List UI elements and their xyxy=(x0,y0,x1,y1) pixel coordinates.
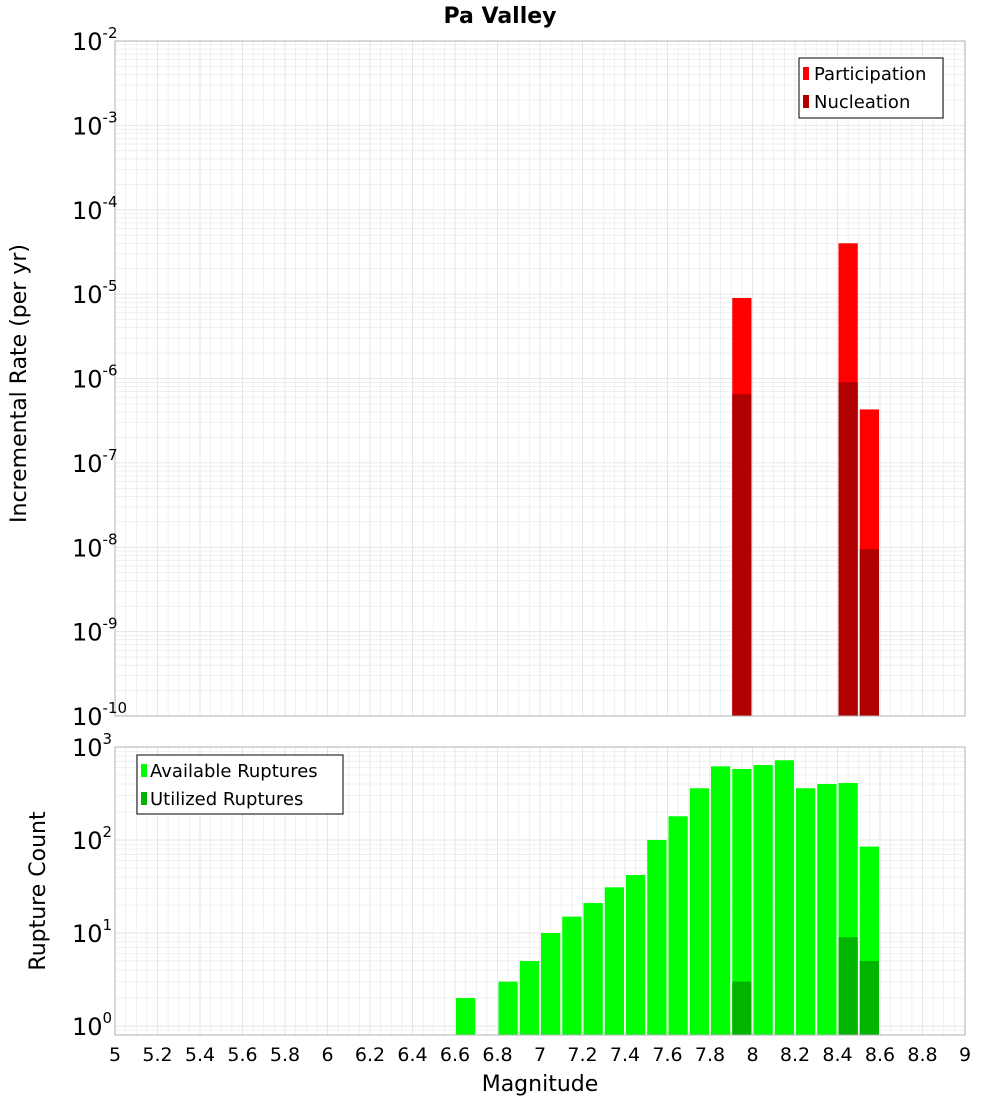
available-ruptures-legend-label: Available Ruptures xyxy=(150,761,318,782)
x-tick-label: 5 xyxy=(109,1044,121,1066)
available-ruptures-bar xyxy=(668,816,688,1035)
x-tick-label: 7.8 xyxy=(695,1044,725,1066)
available-ruptures-bar xyxy=(774,760,794,1035)
participation-legend-swatch xyxy=(803,67,809,80)
x-tick-label: 6.6 xyxy=(440,1044,470,1066)
rupture-legend-box xyxy=(136,754,344,815)
utilized-ruptures-bar xyxy=(838,937,858,1035)
rate-panel-y-ticks: 10-10 10-9 10-8 10-7 10-6 10-5 10-4 10-3 10-2 xyxy=(72,24,127,731)
available-ruptures-bar xyxy=(689,788,709,1035)
rupture-count-panel: 100 101 102 103 5 5.2 5.4 5.6 5.8 6 6.2 6.4 6.6 6.8 7… xyxy=(26,730,971,1097)
available-ruptures-bar xyxy=(711,766,731,1035)
y-tick-label: 10-6 xyxy=(72,362,118,394)
y-tick-label: 102 xyxy=(72,823,112,855)
rupture-count-panel-y-ticks: 100 101 102 103 xyxy=(72,730,112,1041)
y-tick-label: 10-7 xyxy=(72,446,118,478)
rate-panel-frame xyxy=(114,40,966,717)
x-tick-label: 8.4 xyxy=(822,1044,852,1066)
x-tick-label: 8.2 xyxy=(780,1044,810,1066)
utilized-ruptures-bar xyxy=(732,981,752,1035)
available-ruptures-bar xyxy=(796,788,816,1035)
rupture-count-legend: Available Ruptures Utilized Ruptures xyxy=(136,754,344,815)
x-tick-label: 6 xyxy=(321,1044,333,1066)
participation-legend-label: Participation xyxy=(814,64,926,85)
x-axis-ticks: 5 5.2 5.4 5.6 5.8 6 6.2 6.4 6.6 6.8 7 7.2 7.4 7.6 7.8 8… xyxy=(109,1044,971,1066)
x-tick-label: 9 xyxy=(959,1044,971,1066)
x-tick-label: 8.6 xyxy=(865,1044,895,1066)
available-ruptures-bar xyxy=(519,960,539,1035)
y-tick-label: 10-2 xyxy=(72,24,118,56)
x-tick-label: 7 xyxy=(534,1044,546,1066)
available-ruptures-bar xyxy=(562,916,582,1035)
x-axis-label: Magnitude xyxy=(482,1072,599,1097)
nucleation-bar xyxy=(732,394,752,716)
nucleation-bar xyxy=(838,382,858,716)
x-tick-label: 6.4 xyxy=(397,1044,427,1066)
rate-panel-grid xyxy=(114,40,966,717)
x-tick-label: 7.6 xyxy=(652,1044,682,1066)
rate-panel-legend: Participation Nucleation xyxy=(798,57,944,119)
utilized-ruptures-bar xyxy=(859,960,879,1035)
available-ruptures-bar xyxy=(817,784,837,1035)
y-tick-label: 10-10 xyxy=(72,699,127,731)
available-ruptures-bar xyxy=(626,875,646,1035)
rupture-count-panel-frame xyxy=(114,746,966,1036)
y-tick-label: 10-8 xyxy=(72,530,118,562)
nucleation-legend-label: Nucleation xyxy=(814,92,910,113)
nucleation-bar xyxy=(859,549,879,716)
available-ruptures-bar xyxy=(604,887,624,1035)
available-ruptures-legend-swatch xyxy=(141,764,147,777)
rate-panel-bars xyxy=(732,243,879,717)
utilized-ruptures-legend-swatch xyxy=(141,792,147,805)
rate-panel-y-axis-label: Incremental Rate (per yr) xyxy=(7,244,32,523)
y-tick-label: 10-4 xyxy=(72,193,118,225)
x-tick-label: 5.8 xyxy=(270,1044,300,1066)
rate-legend-box xyxy=(798,57,944,119)
x-tick-label: 7.4 xyxy=(610,1044,640,1066)
x-tick-label: 8 xyxy=(746,1044,758,1066)
rate-panel: 10-10 10-9 10-8 10-7 10-6 10-5 10-4 10-3 10-2 In… xyxy=(7,24,966,731)
y-tick-label: 10-9 xyxy=(72,615,118,647)
available-ruptures-bar xyxy=(541,932,561,1035)
available-ruptures-bar xyxy=(647,839,667,1035)
available-ruptures-bar xyxy=(583,903,603,1035)
nucleation-legend-swatch xyxy=(803,95,809,108)
y-tick-label: 10-3 xyxy=(72,108,118,140)
x-tick-label: 8.8 xyxy=(907,1044,937,1066)
rupture-count-y-axis-label: Rupture Count xyxy=(26,811,51,971)
x-tick-label: 5.4 xyxy=(185,1044,215,1066)
utilized-ruptures-legend-label: Utilized Ruptures xyxy=(150,789,303,810)
x-tick-label: 6.8 xyxy=(482,1044,512,1066)
x-tick-label: 5.6 xyxy=(227,1044,257,1066)
available-ruptures-bar xyxy=(732,769,752,1035)
y-tick-label: 10-5 xyxy=(72,277,118,309)
available-ruptures-bar xyxy=(456,997,476,1035)
y-tick-label: 100 xyxy=(72,1009,112,1041)
available-ruptures-bar xyxy=(498,981,518,1035)
x-tick-label: 7.2 xyxy=(567,1044,597,1066)
available-ruptures-bar xyxy=(753,765,773,1035)
rupture-count-panel-bars xyxy=(456,760,879,1035)
y-tick-label: 101 xyxy=(72,916,112,948)
chart-title: Pa Valley xyxy=(443,4,556,29)
x-tick-label: 6.2 xyxy=(355,1044,385,1066)
x-tick-label: 5.2 xyxy=(142,1044,172,1066)
y-tick-label: 103 xyxy=(72,730,112,762)
